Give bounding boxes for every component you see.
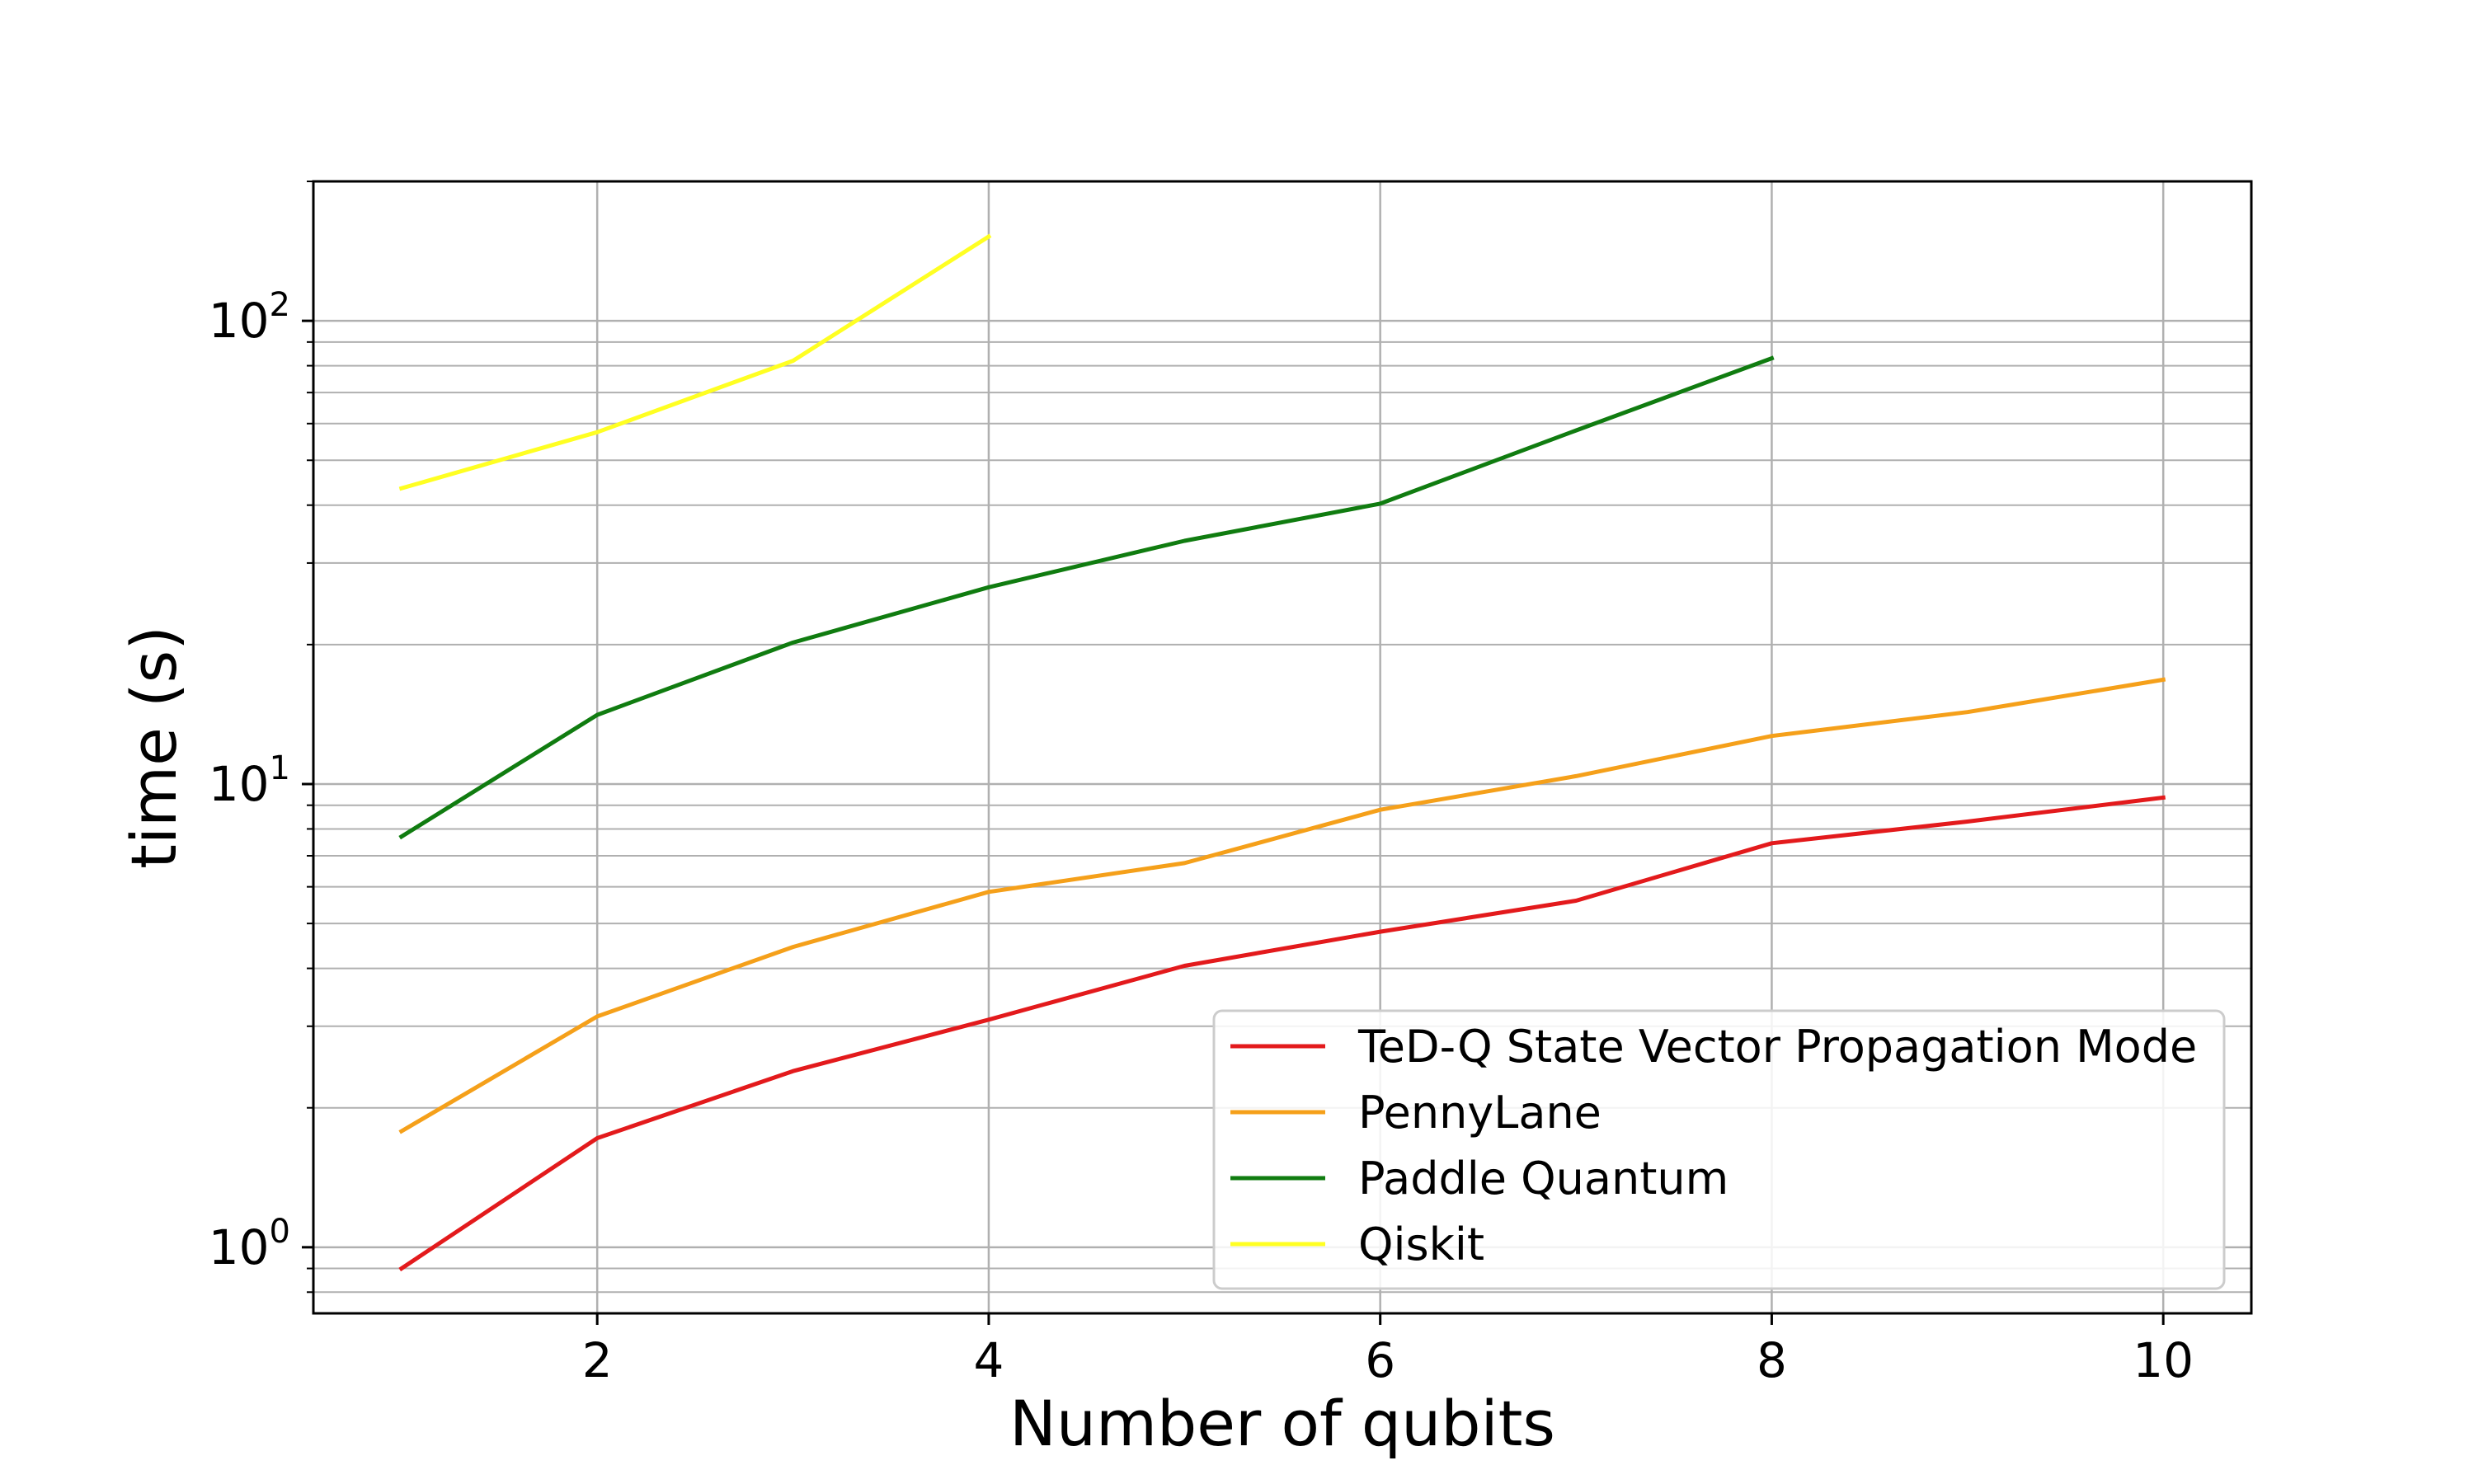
- y-tick-label: 100: [209, 1213, 290, 1275]
- y-tick-label-exponent: 2: [270, 286, 290, 324]
- y-axis-title: time (s): [117, 626, 190, 869]
- series-lines: [398, 233, 2166, 1272]
- series-line: [398, 233, 992, 491]
- x-tick-label: 8: [1757, 1332, 1787, 1388]
- y-tick-label-exponent: 1: [270, 749, 290, 787]
- x-tick-label: 10: [2133, 1332, 2194, 1388]
- plot-area-frame: [312, 180, 2253, 1315]
- x-axis-ticks: 2 4 6 8 10: [582, 1313, 2194, 1388]
- legend-label: TeD-Q State Vector Propagation Mode: [1357, 1021, 2197, 1073]
- y-tick-label-base: 10: [209, 1219, 270, 1275]
- series-line: [398, 677, 2166, 1134]
- legend-label: PennyLane: [1358, 1087, 1602, 1139]
- x-tick-label: 2: [582, 1332, 613, 1388]
- series-line: [398, 795, 2166, 1272]
- legend-box: [1212, 1009, 2226, 1290]
- y-tick-label: 101: [209, 749, 290, 812]
- y-tick-label-base: 10: [209, 293, 270, 349]
- y-tick-label-base: 10: [209, 756, 270, 812]
- series-line: [398, 355, 1775, 840]
- y-tick-label: 102: [209, 286, 290, 349]
- x-tick-label: 6: [1365, 1332, 1395, 1388]
- y-tick-label-exponent: 0: [270, 1213, 290, 1251]
- x-tick-label: 4: [973, 1332, 1004, 1388]
- legend: TeD-Q State Vector Propagation Mode Penny…: [1212, 1009, 2226, 1290]
- legend-label: Qiskit: [1358, 1219, 1484, 1270]
- x-axis-title: Number of qubits: [1009, 1387, 1555, 1460]
- legend-label: Paddle Quantum: [1358, 1153, 1729, 1205]
